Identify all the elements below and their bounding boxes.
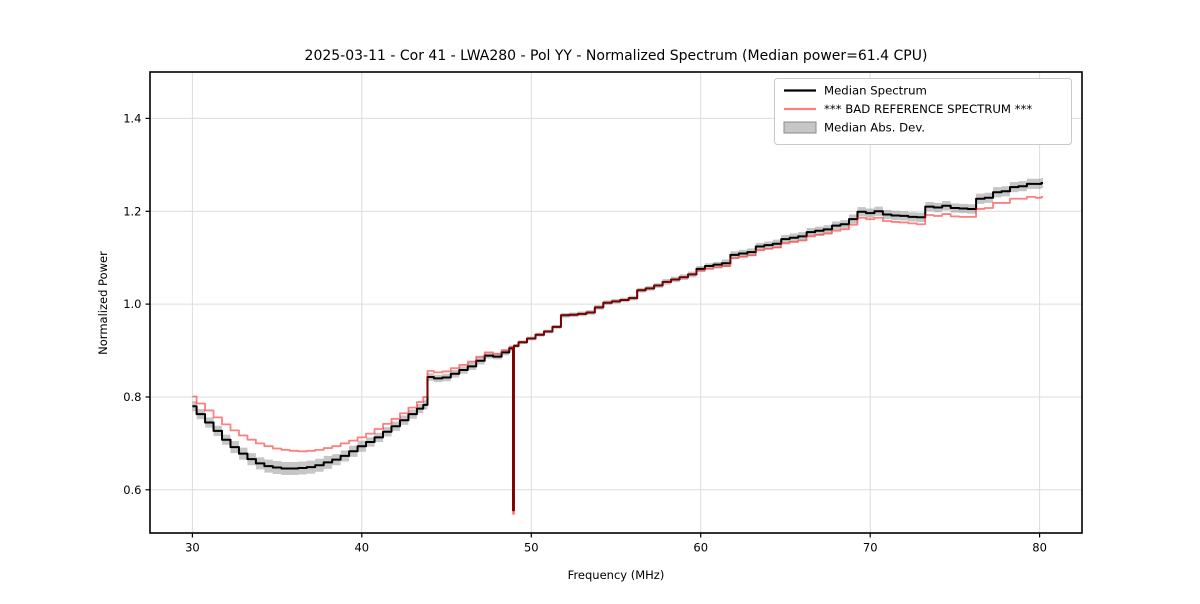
x-tick-label: 50 xyxy=(524,541,539,555)
legend: Median Spectrum *** BAD REFERENCE SPECTR… xyxy=(774,78,1072,145)
chart-title: 2025-03-11 - Cor 41 - LWA280 - Pol YY - … xyxy=(305,48,928,64)
x-tick-label: 60 xyxy=(693,541,708,555)
y-tick-label: 1.4 xyxy=(123,111,141,125)
legend-label-median-abs-dev: Median Abs. Dev. xyxy=(824,121,925,135)
y-tick-label: 0.6 xyxy=(123,483,141,497)
x-tick-label: 40 xyxy=(354,541,369,555)
x-tick-label: 30 xyxy=(185,541,200,555)
x-axis-label: Frequency (MHz) xyxy=(568,568,665,582)
data-series xyxy=(192,177,1044,515)
legend-label-bad-reference: *** BAD REFERENCE SPECTRUM *** xyxy=(824,102,1032,116)
axes-border xyxy=(149,71,1083,534)
x-tick-label: 70 xyxy=(863,541,878,555)
legend-label-median-spectrum: Median Spectrum xyxy=(824,84,927,98)
legend-box xyxy=(774,78,1072,145)
median-abs-dev-band xyxy=(192,177,1044,514)
bad-reference-spectrum-line xyxy=(192,195,1044,515)
y-tick-label: 1.0 xyxy=(123,297,141,311)
legend-mad-patch-swatch xyxy=(783,121,817,134)
axis-ticks: 30 40 50 60 70 80 0.6 0.8 1.0 1.2 1.4 xyxy=(123,111,1047,554)
gridlines xyxy=(150,72,1082,533)
y-axis-label: Normalized Power xyxy=(96,251,110,355)
y-tick-label: 1.2 xyxy=(123,204,141,218)
y-tick-label: 0.8 xyxy=(123,390,141,404)
x-tick-label: 80 xyxy=(1032,541,1047,555)
